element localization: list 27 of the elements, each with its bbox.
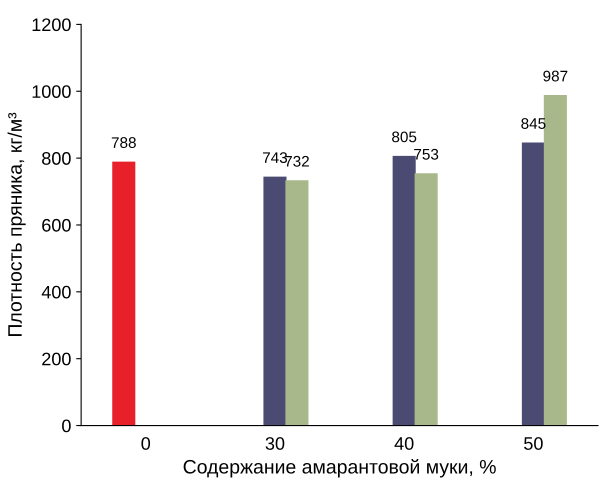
data-label: 987 <box>543 70 568 82</box>
y-tick-label: 1000 <box>32 85 71 98</box>
y-tick-label: 400 <box>42 286 71 299</box>
data-label: 788 <box>112 137 136 148</box>
y-tick-label: 600 <box>42 218 71 232</box>
data-label: 753 <box>414 148 438 160</box>
bar <box>263 176 286 426</box>
data-label: 805 <box>392 131 416 142</box>
x-tick-label: 40 <box>394 437 414 450</box>
bar <box>285 180 308 426</box>
x-tick-label: 30 <box>266 437 284 450</box>
bar <box>544 95 567 426</box>
bar <box>414 173 438 426</box>
bar <box>112 162 136 426</box>
data-label: 743 <box>262 152 288 164</box>
x-axis-title: Содержание амарантовой муки, % <box>184 459 496 478</box>
y-tick-label: 200 <box>42 352 71 366</box>
bar <box>522 142 545 426</box>
y-tick-label: 0 <box>62 419 71 432</box>
y-tick-label: 800 <box>42 152 71 165</box>
y-axis-title: Плотность пряника, кг/м³ <box>8 112 26 336</box>
bar <box>392 156 416 426</box>
x-tick-label: 50 <box>524 437 543 450</box>
data-label: 845 <box>521 118 546 129</box>
y-tick-label: 1200 <box>32 18 71 32</box>
data-label: 732 <box>284 156 309 167</box>
x-tick-label: 0 <box>141 437 150 450</box>
